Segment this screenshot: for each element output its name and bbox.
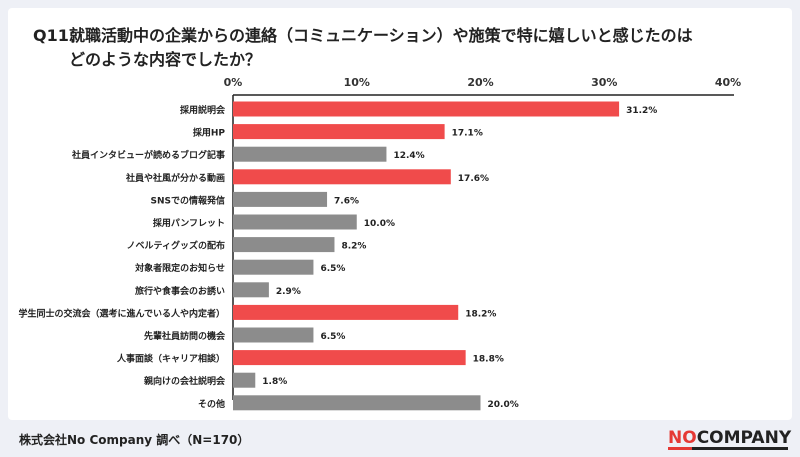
x-tick-label: 0% bbox=[224, 76, 243, 89]
x-tick-label: 10% bbox=[344, 76, 370, 89]
bar bbox=[233, 101, 620, 117]
category-label: SNSでの情報発信 bbox=[151, 194, 226, 206]
bar bbox=[233, 327, 314, 343]
bar bbox=[233, 191, 328, 207]
value-label: 2.9% bbox=[276, 287, 301, 297]
category-label: 学生同士の交流会（選考に進んでいる人や内定者） bbox=[18, 307, 225, 319]
category-label: 旅行や食事会のお誘い bbox=[135, 285, 225, 297]
bar bbox=[233, 124, 445, 140]
value-label: 6.5% bbox=[320, 264, 345, 274]
bar bbox=[233, 304, 459, 320]
category-label: その他 bbox=[198, 398, 225, 410]
value-label: 18.2% bbox=[465, 309, 496, 319]
category-label: 採用パンフレット bbox=[153, 217, 225, 229]
bar bbox=[233, 372, 256, 388]
bar bbox=[233, 146, 387, 162]
bar bbox=[233, 282, 269, 298]
bar bbox=[233, 169, 451, 185]
bar bbox=[233, 395, 481, 411]
value-label: 17.1% bbox=[452, 129, 483, 139]
logo-no: NO bbox=[668, 428, 697, 448]
category-label: 社員や社風が分かる動画 bbox=[125, 172, 225, 184]
category-label: ノベルティグッズの配布 bbox=[127, 240, 225, 252]
value-label: 10.0% bbox=[364, 219, 395, 229]
value-label: 12.4% bbox=[393, 151, 424, 161]
value-label: 18.8% bbox=[473, 355, 504, 365]
company-logo: NOCOMPANY bbox=[668, 428, 791, 448]
category-label: 対象者限定のお知らせ bbox=[134, 262, 225, 274]
x-tick-label: 20% bbox=[467, 76, 493, 89]
category-label: 人事面談（キャリア相談） bbox=[116, 353, 225, 365]
bar bbox=[233, 214, 357, 230]
value-label: 31.2% bbox=[626, 106, 657, 116]
question-number: Q11： bbox=[33, 26, 85, 45]
x-tick-label: 30% bbox=[591, 76, 617, 89]
category-label: 先輩社員訪問の機会 bbox=[144, 330, 226, 342]
logo-company: COMPANY bbox=[696, 428, 792, 448]
value-label: 1.8% bbox=[262, 377, 287, 387]
question-title-line1: 就職活動中の企業からの連絡（コミュニケーション）や施策で特に嬉しいと感じたのは bbox=[69, 26, 693, 45]
category-label: 採用HP bbox=[193, 127, 226, 139]
category-label: 社員インタビューが読めるブログ記事 bbox=[71, 149, 225, 161]
logo-underline bbox=[668, 447, 788, 450]
category-label: 親向けの会社説明会 bbox=[144, 375, 226, 387]
question-title-line2: どのような内容でしたか？ bbox=[69, 50, 262, 69]
value-label: 6.5% bbox=[320, 332, 345, 342]
value-label: 8.2% bbox=[341, 242, 366, 252]
bar bbox=[233, 350, 466, 366]
value-label: 20.0% bbox=[488, 400, 519, 410]
x-tick-label: 40% bbox=[715, 76, 741, 89]
value-label: 7.6% bbox=[334, 196, 359, 206]
source-note: 株式会社No Company 調べ（N=170） bbox=[19, 433, 250, 447]
value-label: 17.6% bbox=[458, 174, 489, 184]
category-label: 採用説明会 bbox=[180, 104, 226, 116]
bar bbox=[233, 259, 314, 275]
bar bbox=[233, 237, 335, 253]
